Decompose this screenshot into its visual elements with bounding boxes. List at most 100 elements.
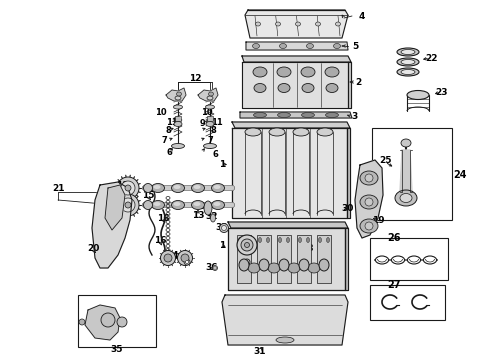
Ellipse shape <box>365 198 373 206</box>
Bar <box>277 235 291 283</box>
Bar <box>297 235 311 283</box>
Ellipse shape <box>360 219 378 233</box>
Ellipse shape <box>400 194 412 202</box>
Ellipse shape <box>220 224 228 233</box>
Polygon shape <box>228 222 348 228</box>
Ellipse shape <box>173 105 182 109</box>
Ellipse shape <box>365 174 373 182</box>
Ellipse shape <box>79 319 85 325</box>
Ellipse shape <box>397 48 419 56</box>
Ellipse shape <box>267 238 270 243</box>
Ellipse shape <box>172 201 185 210</box>
Ellipse shape <box>401 50 415 54</box>
Text: 17: 17 <box>239 253 251 262</box>
Bar <box>237 235 251 283</box>
Ellipse shape <box>298 238 301 243</box>
Bar <box>317 235 331 283</box>
Ellipse shape <box>214 202 220 206</box>
Ellipse shape <box>397 68 419 76</box>
Ellipse shape <box>252 44 260 49</box>
Ellipse shape <box>254 84 266 93</box>
Ellipse shape <box>307 44 314 49</box>
Text: 36: 36 <box>177 253 189 262</box>
Ellipse shape <box>401 59 415 64</box>
Ellipse shape <box>397 58 419 66</box>
Text: 9: 9 <box>199 118 205 127</box>
Ellipse shape <box>360 171 378 185</box>
Polygon shape <box>355 160 383 238</box>
Ellipse shape <box>244 259 250 265</box>
Text: 8: 8 <box>165 126 171 135</box>
Text: 13: 13 <box>192 211 204 220</box>
Ellipse shape <box>248 263 260 273</box>
Ellipse shape <box>214 267 216 269</box>
Ellipse shape <box>275 22 280 26</box>
Text: 5: 5 <box>352 41 358 50</box>
Ellipse shape <box>206 122 214 126</box>
Text: 32: 32 <box>206 212 218 220</box>
Ellipse shape <box>308 263 320 273</box>
Ellipse shape <box>246 238 249 243</box>
Ellipse shape <box>245 243 249 248</box>
Text: 33: 33 <box>216 222 228 231</box>
Text: 1: 1 <box>219 159 225 168</box>
Bar <box>175 116 181 121</box>
Ellipse shape <box>212 184 224 193</box>
Ellipse shape <box>259 259 269 271</box>
Text: 14: 14 <box>166 251 178 260</box>
Ellipse shape <box>253 67 267 77</box>
Ellipse shape <box>194 185 200 189</box>
Ellipse shape <box>101 313 115 327</box>
Ellipse shape <box>164 254 172 262</box>
Ellipse shape <box>121 198 135 212</box>
Ellipse shape <box>307 238 310 243</box>
Ellipse shape <box>181 254 189 262</box>
Text: 23: 23 <box>436 87 448 96</box>
Ellipse shape <box>317 128 333 136</box>
Text: 11: 11 <box>211 117 223 126</box>
Ellipse shape <box>279 259 289 271</box>
Text: 34: 34 <box>198 202 211 211</box>
Ellipse shape <box>241 239 253 251</box>
Ellipse shape <box>301 113 315 117</box>
Text: 1: 1 <box>219 240 225 249</box>
Text: 9: 9 <box>173 117 179 126</box>
Polygon shape <box>85 305 120 340</box>
Ellipse shape <box>175 96 181 100</box>
Ellipse shape <box>277 113 291 117</box>
Polygon shape <box>92 182 132 268</box>
Ellipse shape <box>325 67 339 77</box>
Ellipse shape <box>153 202 161 206</box>
Text: 15: 15 <box>142 190 154 199</box>
Polygon shape <box>242 56 351 62</box>
Text: 24: 24 <box>453 170 467 180</box>
Text: 6: 6 <box>212 149 218 158</box>
Ellipse shape <box>336 22 341 26</box>
Ellipse shape <box>161 251 175 266</box>
Ellipse shape <box>316 22 320 26</box>
Ellipse shape <box>144 184 152 193</box>
Text: 16: 16 <box>157 213 169 222</box>
Text: 10: 10 <box>155 108 167 117</box>
Ellipse shape <box>239 238 242 243</box>
Bar <box>257 235 271 283</box>
Ellipse shape <box>319 259 329 271</box>
Ellipse shape <box>293 128 309 136</box>
Text: 36: 36 <box>206 262 218 271</box>
Ellipse shape <box>203 144 217 149</box>
Ellipse shape <box>301 67 315 77</box>
Polygon shape <box>222 295 348 345</box>
Ellipse shape <box>192 184 204 193</box>
Polygon shape <box>348 62 351 108</box>
Ellipse shape <box>401 69 415 75</box>
Ellipse shape <box>325 113 339 117</box>
Ellipse shape <box>268 263 280 273</box>
Ellipse shape <box>194 202 200 206</box>
Text: 18: 18 <box>116 180 128 189</box>
Ellipse shape <box>299 259 309 271</box>
Ellipse shape <box>407 90 429 99</box>
Ellipse shape <box>395 190 417 206</box>
Ellipse shape <box>117 177 139 199</box>
Polygon shape <box>166 88 186 101</box>
Text: 35: 35 <box>111 346 123 355</box>
